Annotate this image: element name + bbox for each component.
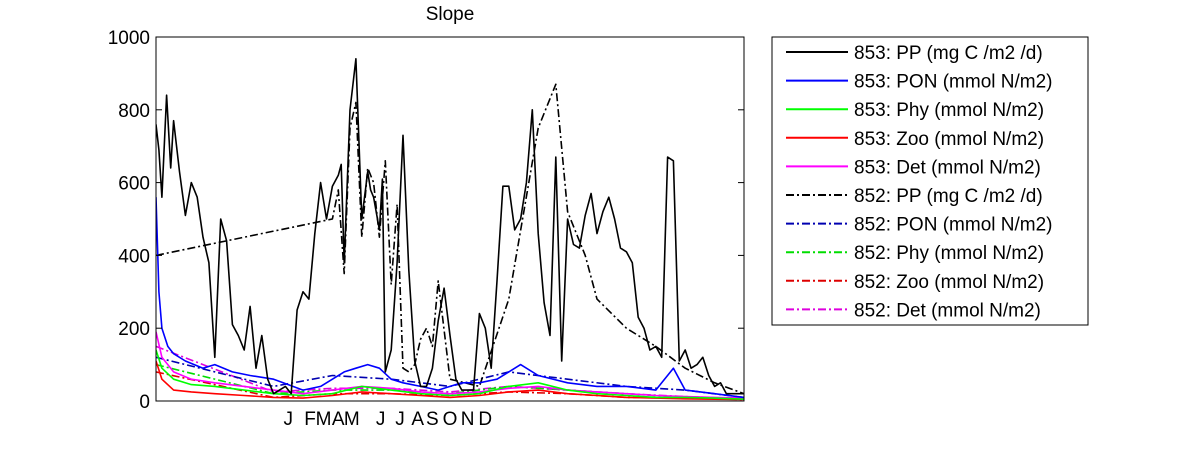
- legend-label-0: 853: PP (mg C /m2 /d): [854, 43, 1043, 64]
- x-tick-label: J: [376, 409, 386, 430]
- series-line-0: [156, 57, 744, 395]
- x-tick-label: F: [304, 409, 316, 430]
- legend-label-1: 853: PON (mmol N/m2): [854, 72, 1052, 93]
- legend-label-3: 853: Zoo (mmol N/m2): [854, 129, 1044, 150]
- series-line-7: [156, 363, 744, 400]
- legend-label-7: 852: Phy (mmol N/m2): [854, 243, 1044, 264]
- y-tick-label: 1000: [108, 28, 150, 49]
- series-line-4: [156, 331, 744, 399]
- y-tick-label: 400: [118, 246, 150, 267]
- series-line-3: [156, 360, 744, 401]
- legend-box: [771, 36, 1089, 326]
- legend-label-4: 853: Det (mmol N/m2): [854, 157, 1041, 178]
- x-tick-label: O: [443, 409, 458, 430]
- x-tick-label: N: [461, 409, 475, 430]
- x-tick-label: J: [395, 409, 405, 430]
- series-line-9: [156, 345, 744, 400]
- legend-label-6: 852: PON (mmol N/m2): [854, 215, 1052, 236]
- x-tick-label: D: [478, 409, 492, 430]
- y-tick-label: 200: [118, 319, 150, 340]
- y-axis: 0 200 400 600 800 1000: [108, 28, 744, 413]
- series-line-6: [156, 356, 744, 399]
- x-tick-label: A: [411, 409, 424, 430]
- x-tick-label: S: [426, 409, 439, 430]
- legend: 853: PP (mg C /m2 /d) 853: PON (mmol N/m2…: [771, 36, 1089, 326]
- legend-label-9: 852: Det (mmol N/m2): [854, 300, 1041, 321]
- y-tick-label: 0: [139, 392, 150, 413]
- series-line-1: [156, 197, 744, 399]
- y-tick-label: 800: [118, 101, 150, 122]
- series-line-5: [156, 83, 744, 395]
- legend-label-8: 852: Zoo (mmol N/m2): [854, 272, 1044, 293]
- legend-label-2: 853: Phy (mmol N/m2): [854, 100, 1044, 121]
- x-tick-label: A: [332, 409, 345, 430]
- chart-title: Slope: [426, 4, 475, 25]
- plot-frame: [155, 36, 745, 402]
- legend-label-5: 852: PP (mg C /m2 /d): [854, 186, 1043, 207]
- series-line-2: [156, 349, 744, 400]
- x-tick-label: M: [344, 409, 360, 430]
- x-tick-label: J: [284, 409, 294, 430]
- x-tick-label: M: [316, 409, 332, 430]
- y-tick-label: 600: [118, 174, 150, 195]
